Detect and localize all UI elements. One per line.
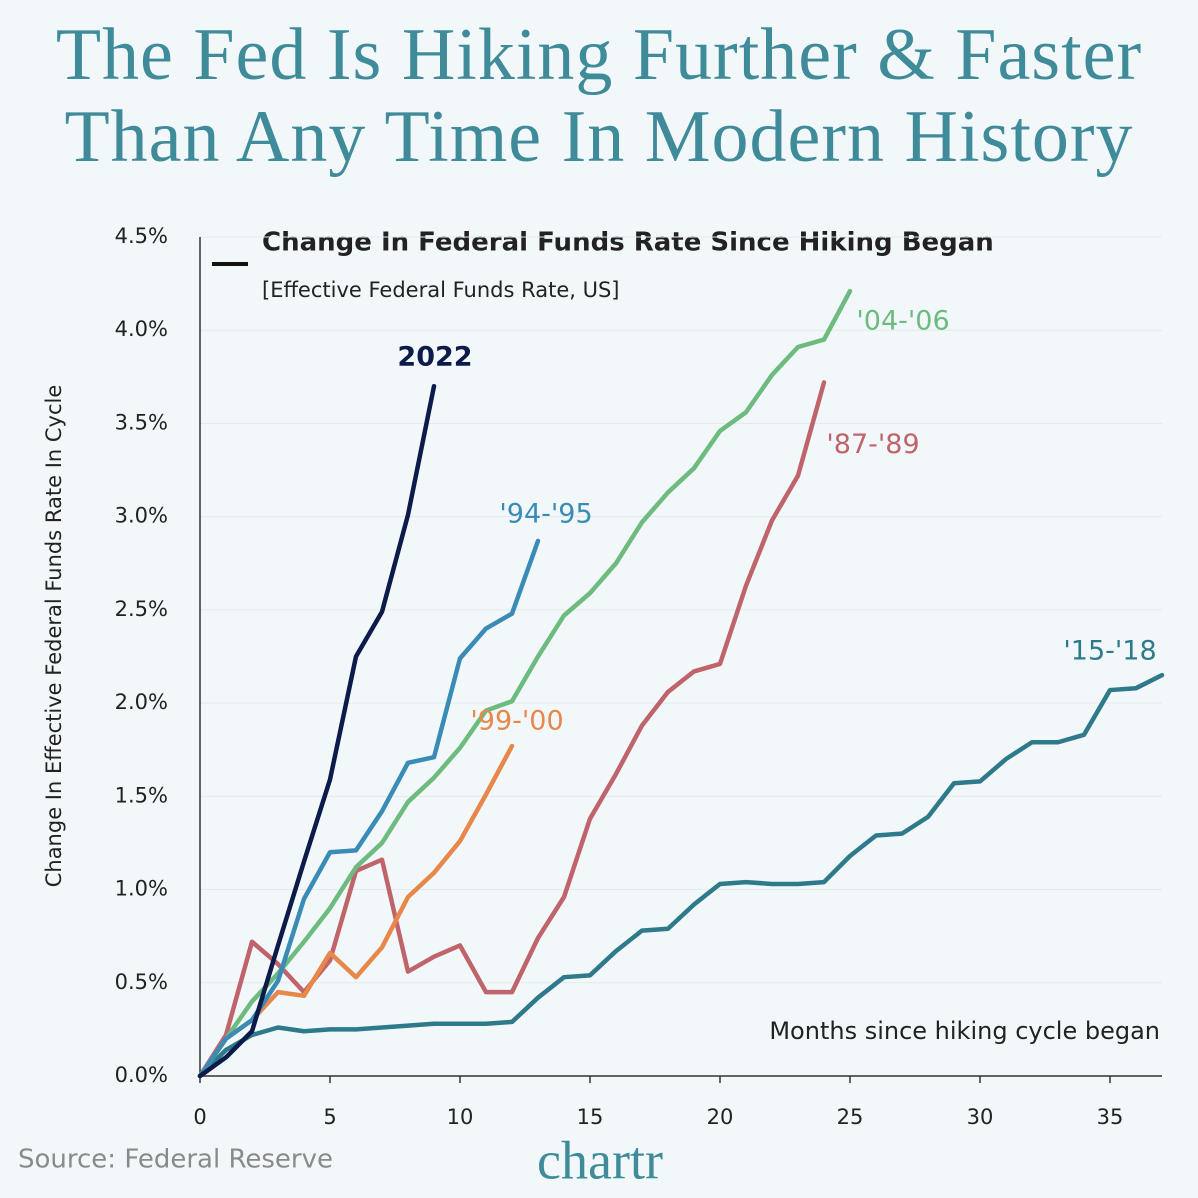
x-tick-label: 5: [323, 1105, 336, 1129]
x-tick-label: 0: [193, 1105, 206, 1129]
x-tick-label: 25: [837, 1105, 864, 1129]
y-tick-label: 2.0%: [115, 690, 168, 714]
x-axis-label: Months since hiking cycle began: [769, 1017, 1160, 1045]
x-tick-label: 10: [447, 1105, 474, 1129]
series-label: 2022: [397, 342, 472, 373]
series-line: [197, 538, 541, 1079]
y-tick-label: 1.5%: [115, 783, 168, 807]
y-tick-label: 2.5%: [115, 597, 168, 621]
y-tick-label: 3.0%: [115, 504, 168, 528]
series-line: [197, 383, 437, 1079]
y-tick-label: 4.5%: [115, 224, 168, 248]
y-tick-label: 1.0%: [115, 877, 168, 901]
x-tick-label: 35: [1097, 1105, 1124, 1129]
x-tick-label: 15: [577, 1105, 604, 1129]
series-line: [197, 672, 1165, 1079]
source: Source: Federal Reserve: [18, 1145, 333, 1175]
chart-title: The Fed Is Hiking Further & Faster Than …: [55, 14, 1143, 178]
y-tick-label: 0.0%: [115, 1063, 168, 1087]
x-tick-label: 30: [967, 1105, 994, 1129]
logo: chartr: [537, 1130, 663, 1190]
series-label: '87-'89: [826, 429, 919, 460]
series-label: '04-'06: [856, 306, 949, 337]
y-axis-label: Change In Effective Federal Funds Rate I…: [42, 385, 66, 888]
legend-title: Change In Federal Funds Rate Since Hikin…: [262, 228, 994, 258]
x-tick-label: 20: [707, 1105, 734, 1129]
y-tick-label: 3.5%: [115, 410, 168, 434]
y-tick-label: 0.5%: [115, 970, 168, 994]
series-label: '15-'18: [1063, 636, 1156, 667]
series-label: '94-'95: [499, 498, 592, 529]
series-label: '99-'00: [470, 705, 563, 736]
y-tick-label: 4.0%: [115, 317, 168, 341]
subtitle: [Effective Federal Funds Rate, US]: [262, 278, 620, 302]
series-line: [197, 288, 853, 1079]
